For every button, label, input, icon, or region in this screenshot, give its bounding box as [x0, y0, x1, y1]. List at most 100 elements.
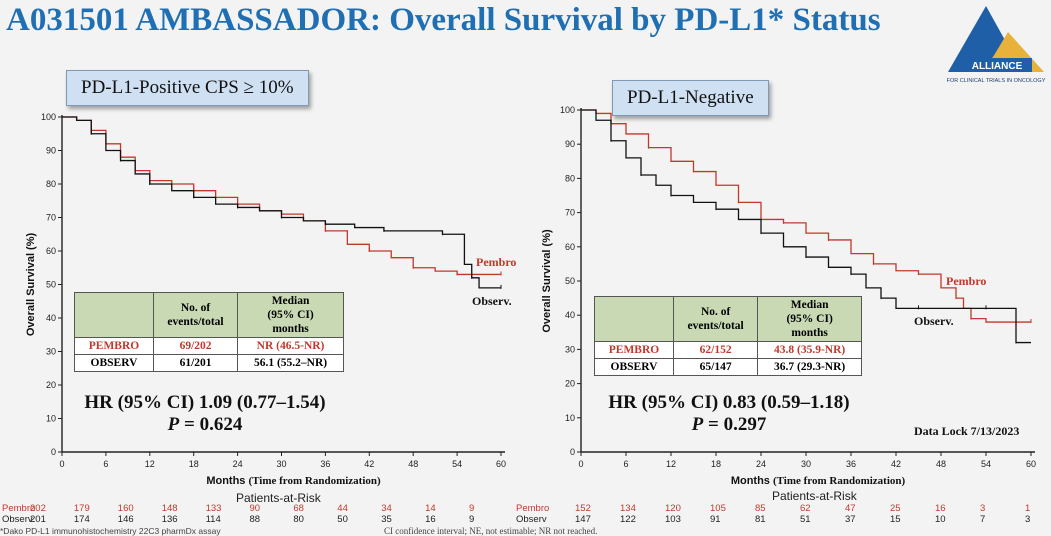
at-risk-count: 90: [249, 503, 261, 514]
y-tick-label: 40: [46, 313, 56, 323]
stats-events-observ: 65/147: [672, 358, 759, 376]
x-tick-label: 30: [801, 459, 811, 469]
at-risk-count: 47: [845, 503, 856, 514]
at-risk-count: 16: [935, 503, 946, 514]
stats-header-events: No. of events/total: [672, 296, 759, 342]
x-tick-label: 24: [756, 459, 766, 469]
alliance-logo: ALLIANCE FOR CLINICAL TRIALS IN ONCOLOGY: [947, 6, 1046, 84]
at-risk-count: 160: [117, 503, 134, 514]
x-axis-label: Months (Time from Randomization): [731, 475, 906, 487]
at-risk-count: 35: [381, 514, 392, 525]
stats-header-events: No. of events/total: [152, 292, 239, 338]
stats-header-arm: [594, 296, 674, 342]
y-tick-label: 30: [565, 344, 575, 354]
y-tick-label: 90: [46, 146, 56, 156]
y-tick-label: 60: [46, 246, 56, 256]
patients-at-risk-label-negative: Patients-at-Risk: [772, 489, 857, 503]
at-risk-count: 134: [620, 503, 636, 514]
x-tick-label: 60: [496, 459, 506, 469]
at-risk-count: 201: [30, 514, 46, 525]
at-risk-count: 44: [337, 503, 348, 514]
x-tick-label: 48: [936, 459, 946, 469]
at-risk-count: 81: [755, 514, 766, 525]
p-value: P = 0.297: [604, 414, 854, 436]
curve-label-pembro: Pembro: [946, 274, 986, 288]
x-tick-label: 6: [623, 459, 628, 469]
stats-median-observ: 56.1 (55.2–NR): [237, 354, 344, 372]
km-chart-pd-l1-positive: 0 10 20 30 40 50 60 70 80 90 100 0 6 12 18 24 30 36 42 48 54…: [25, 112, 516, 487]
stats-arm-observ: OBSERV: [594, 358, 674, 376]
y-tick-label: 80: [46, 179, 56, 189]
at-risk-count: 179: [73, 503, 90, 514]
at-risk-count: 80: [293, 514, 304, 525]
at-risk-arm-label: Pembro: [2, 503, 36, 514]
km-curve-observ: [62, 116, 501, 289]
at-risk-count: 3: [980, 503, 986, 514]
x-tick-label: 12: [145, 459, 155, 469]
panel-label-positive: PD-L1-Positive CPS ≥ 10%: [66, 70, 309, 106]
stats-median-pembro: 43.8 (35.9-NR): [757, 341, 862, 359]
p-label: P: [167, 414, 180, 435]
stats-header-arm: [74, 292, 154, 338]
km-chart-pd-l1-negative: 0 10 20 30 40 50 60 70 80 90 100 0 6 12 18 24 30 36 42 48 54…: [541, 105, 1036, 487]
logo-text: ALLIANCE: [972, 61, 1023, 72]
stats-header-median: Median (95% CI) months: [237, 292, 344, 338]
hazard-ratio-positive: HR (95% CI) 1.09 (0.77–1.54) P = 0.624: [80, 392, 330, 436]
footnote-assay: *Dako PD-L1 immunohistochemistry 22C3 ph…: [0, 526, 221, 536]
km-curve-observ: [581, 109, 1031, 344]
y-tick-label: 100: [560, 105, 575, 115]
at-risk-count: 7: [980, 514, 986, 525]
x-tick-label: 30: [276, 459, 286, 469]
at-risk-count: 85: [755, 503, 766, 514]
at-risk-count: 147: [575, 514, 591, 525]
x-tick-label: 24: [233, 459, 243, 469]
y-tick-label: 50: [565, 276, 575, 286]
stats-median-observ: 36.7 (29.3-NR): [757, 358, 862, 376]
curve-label-pembro: Pembro: [476, 255, 516, 269]
x-tick-label: 60: [1026, 459, 1036, 469]
at-risk-count: 122: [620, 514, 636, 525]
x-tick-label: 18: [189, 459, 199, 469]
x-tick-label: 12: [666, 459, 676, 469]
y-tick-label: 80: [565, 173, 575, 183]
x-tick-label: 0: [59, 459, 64, 469]
y-axis-label: Overall Survival (%): [25, 233, 37, 337]
y-tick-label: 50: [46, 280, 56, 290]
y-tick-label: 70: [565, 208, 575, 218]
y-tick-label: 10: [46, 414, 56, 424]
at-risk-count: 10: [935, 514, 946, 525]
at-risk-count: 16: [425, 514, 436, 525]
y-tick-label: 20: [46, 380, 56, 390]
y-tick-label: 20: [565, 379, 575, 389]
hr-text: HR (95% CI) 1.09 (0.77–1.54): [84, 392, 326, 413]
km-curve-pembro: [62, 116, 501, 276]
hr-text: HR (95% CI) 0.83 (0.59–1.18): [608, 392, 850, 413]
stats-table-negative: No. of events/total Median (95% CI) mont…: [594, 296, 862, 376]
at-risk-arm-label: Pembro: [516, 503, 550, 514]
at-risk-arm-label: Observ: [516, 514, 547, 525]
y-tick-label: 10: [565, 413, 575, 423]
at-risk-count: 114: [205, 514, 221, 525]
at-risk-count: 37: [845, 514, 856, 525]
at-risk-count: 14: [425, 503, 436, 514]
at-risk-count: 91: [710, 514, 721, 525]
x-axis-label: Months (Time from Randomization): [206, 475, 381, 487]
panel-label-negative: PD-L1-Negative: [612, 80, 769, 116]
at-risk-count: 136: [161, 514, 178, 525]
stats-arm-pembro: PEMBRO: [74, 337, 154, 355]
p-label: P: [691, 414, 704, 435]
at-risk-count: 68: [293, 503, 304, 514]
x-tick-label: 54: [452, 459, 462, 469]
x-tick-label: 18: [711, 459, 721, 469]
y-tick-label: 30: [46, 347, 56, 357]
y-axis-label: Overall Survival (%): [541, 229, 553, 333]
logo-triangle-blue: [948, 6, 1006, 72]
at-risk-count: 9: [469, 514, 475, 525]
x-tick-label: 48: [408, 459, 418, 469]
stats-header-median: Median (95% CI) months: [757, 296, 862, 342]
stats-arm-observ: OBSERV: [74, 354, 154, 372]
x-tick-label: 42: [364, 459, 374, 469]
at-risk-count: 51: [800, 514, 811, 525]
at-risk-count: 146: [117, 514, 134, 525]
x-tick-label: 6: [103, 459, 108, 469]
